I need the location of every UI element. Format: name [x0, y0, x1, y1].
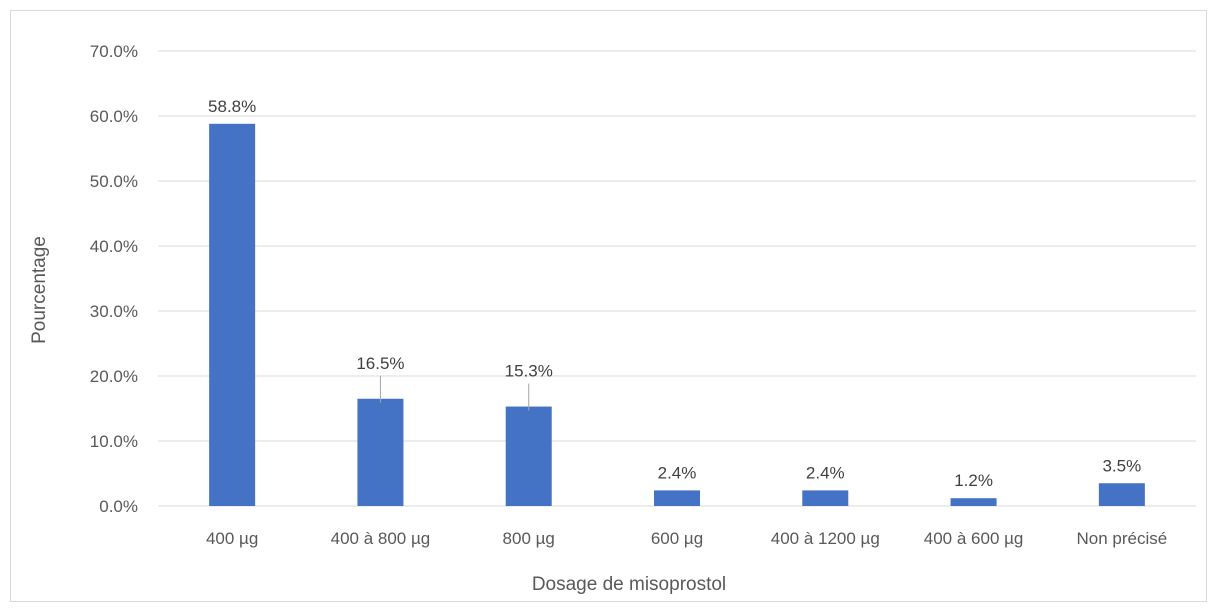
- data-label: 1.2%: [954, 471, 993, 490]
- bar: [505, 406, 552, 506]
- x-tick-label: Non précisé: [1076, 529, 1167, 548]
- data-labels: 58.8% 16.5% 15.3% 2.4% 2.4% 1.2% 3.5%: [208, 97, 1141, 490]
- bar: [802, 490, 849, 506]
- y-tick-label: 70.0%: [90, 42, 138, 61]
- x-tick-label: 400 à 600 µg: [924, 529, 1024, 548]
- bar: [654, 490, 700, 506]
- gridlines: [158, 50, 1196, 507]
- x-tick-label: 400 µg: [206, 529, 258, 548]
- y-tick-label: 10.0%: [90, 432, 138, 451]
- x-axis-title: Dosage de misoprostol: [532, 574, 726, 595]
- data-label: 58.8%: [208, 97, 256, 116]
- data-label: 3.5%: [1102, 456, 1141, 475]
- x-tick-label: 800 µg: [503, 529, 555, 548]
- label-leader-lines: [379, 375, 530, 411]
- x-tick-label: 600 µg: [651, 529, 703, 548]
- y-tick-label: 20.0%: [90, 367, 138, 386]
- y-axis-ticks: 0.0% 10.0% 20.0% 30.0% 40.0% 50.0% 60.0% 70.0%: [90, 42, 138, 516]
- bar: [950, 498, 997, 506]
- x-axis-ticks: 400 µg 400 à 800 µg 800 µg 600 µg 400 à 1200…: [206, 529, 1167, 548]
- chart-frame: [10, 10, 1207, 602]
- y-tick-label: 50.0%: [90, 172, 138, 191]
- data-label: 2.4%: [806, 463, 845, 482]
- x-tick-label: 400 à 800 µg: [331, 529, 431, 548]
- y-tick-label: 30.0%: [90, 302, 138, 321]
- bar: [209, 123, 256, 507]
- y-tick-label: 60.0%: [90, 107, 138, 126]
- data-label: 2.4%: [658, 463, 697, 482]
- bar: [1098, 483, 1145, 506]
- y-tick-label: 0.0%: [99, 497, 138, 516]
- data-label: 15.3%: [505, 362, 553, 381]
- y-axis-title: Pourcentage: [29, 236, 50, 344]
- x-tick-label: 400 à 1200 µg: [771, 529, 880, 548]
- data-label: 16.5%: [356, 354, 404, 373]
- y-tick-label: 40.0%: [90, 237, 138, 256]
- bars: [209, 123, 1145, 507]
- bar: [357, 398, 404, 506]
